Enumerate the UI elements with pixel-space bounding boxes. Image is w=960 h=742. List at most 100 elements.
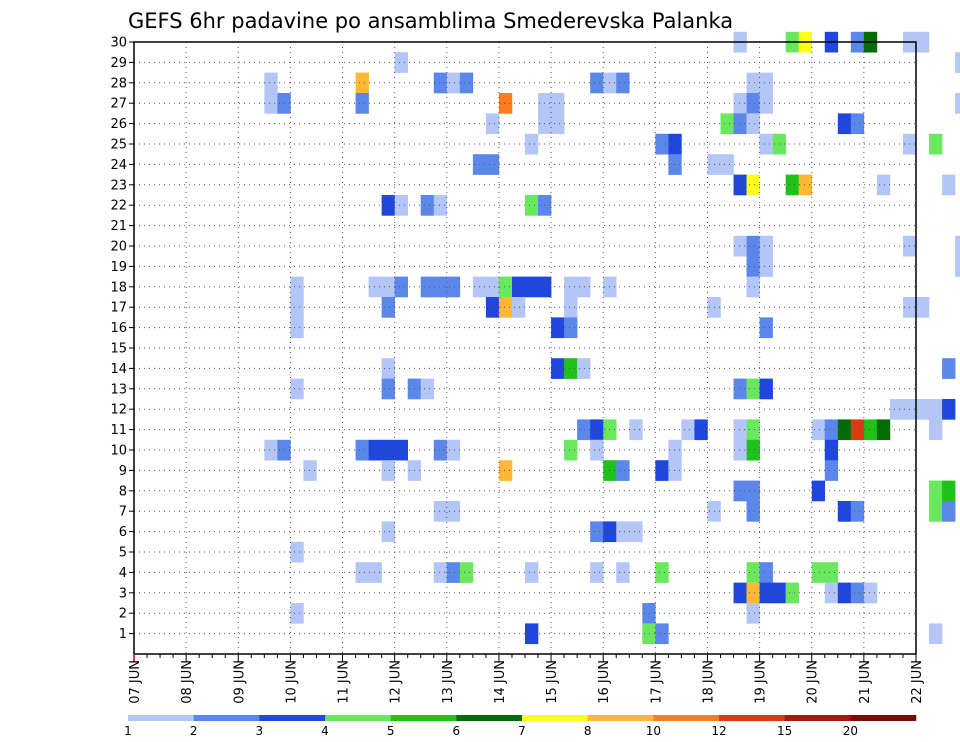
heatmap-cell	[290, 276, 304, 298]
y-tick-label: 28	[110, 76, 127, 91]
heatmap-cell	[746, 603, 760, 624]
heatmap-cell	[942, 358, 956, 379]
heatmap-cell	[590, 439, 604, 461]
heatmap-cell	[394, 276, 408, 298]
heatmap-cell	[824, 460, 839, 481]
heatmap-cell	[929, 623, 943, 645]
heatmap-cell	[733, 419, 747, 441]
y-tick-label: 4	[119, 566, 127, 581]
colorbar-label: 2	[190, 724, 198, 738]
heatmap-cell	[485, 276, 500, 298]
heatmap-cell	[420, 378, 435, 400]
y-tick-label: 20	[110, 240, 127, 255]
heatmap-cell	[720, 154, 734, 175]
colorbar-swatch	[325, 715, 391, 721]
heatmap-cell	[720, 113, 734, 135]
heatmap-cell	[759, 133, 773, 155]
heatmap-cell	[746, 582, 760, 604]
heatmap-cell	[355, 93, 369, 114]
heatmap-cell	[446, 501, 461, 522]
heatmap-cell	[616, 521, 630, 543]
y-tick-label: 9	[119, 464, 127, 479]
heatmap-cell	[420, 195, 435, 216]
x-tick-label: 15 JUN	[545, 660, 560, 704]
heatmap-cell	[733, 439, 747, 461]
colorbar-swatch	[784, 715, 851, 721]
heatmap-cell	[955, 93, 960, 114]
heatmap-cell	[433, 439, 448, 461]
y-tick-label: 17	[110, 301, 127, 316]
x-tick-label: 13 JUN	[441, 660, 456, 704]
heatmap-cell	[498, 93, 513, 114]
y-tick-label: 27	[110, 97, 127, 112]
heatmap-cell	[642, 623, 656, 645]
heatmap-cell	[733, 378, 747, 400]
colorbar-swatch	[522, 715, 588, 721]
heatmap-cell	[290, 378, 304, 400]
heatmap-cell	[733, 582, 747, 604]
heatmap-cell	[642, 603, 656, 624]
heatmap-cell	[446, 276, 461, 298]
y-tick-label: 3	[119, 586, 127, 601]
heatmap-cell	[590, 419, 604, 441]
heatmap-cell	[811, 562, 826, 583]
heatmap-cell	[876, 174, 891, 196]
heatmap-cell	[525, 276, 539, 298]
x-tick-label: 17 JUN	[649, 660, 664, 704]
heatmap-cell	[290, 297, 304, 318]
heatmap-cell	[655, 562, 669, 583]
heatmap-cell	[746, 378, 760, 400]
heatmap-cell	[850, 113, 865, 135]
heatmap-cell	[733, 93, 747, 114]
colorbar-label: 15	[777, 724, 792, 738]
heatmap-cell	[394, 195, 408, 216]
heatmap-cell	[485, 297, 500, 318]
heatmap-cell	[824, 562, 839, 583]
heatmap-cell	[551, 358, 565, 379]
y-tick-label: 12	[110, 403, 127, 418]
heatmap-cell	[564, 276, 578, 298]
y-tick-label: 7	[119, 505, 127, 520]
colorbar-label: 5	[387, 724, 395, 738]
heatmap-cell	[525, 195, 539, 216]
heatmap-cell	[564, 358, 578, 379]
heatmap-cell	[577, 358, 591, 379]
colorbar-label: 4	[321, 724, 329, 738]
y-tick-label: 23	[110, 178, 127, 193]
heatmap-cell	[564, 297, 578, 318]
heatmap-cell	[511, 276, 526, 298]
heatmap-cell	[929, 133, 943, 155]
colorbar-swatch	[128, 715, 194, 721]
heatmap-cell	[264, 439, 278, 461]
heatmap-cell	[955, 52, 960, 73]
heatmap-cell	[616, 72, 630, 94]
x-tick-label: 10 JUN	[284, 660, 299, 704]
heatmap-cell	[446, 72, 461, 94]
heatmap-cell	[942, 399, 956, 420]
heatmap-cell	[863, 582, 878, 604]
y-tick-label: 11	[110, 423, 127, 438]
heatmap-cell	[446, 439, 461, 461]
heatmap-cell	[525, 133, 539, 155]
heatmap-cell	[564, 439, 578, 461]
colorbar-label: 8	[584, 724, 592, 738]
heatmap-cell	[355, 562, 369, 583]
y-tick-label: 22	[110, 199, 127, 214]
heatmap-cell	[381, 297, 395, 318]
heatmap-cell	[746, 256, 760, 277]
heatmap-cell	[577, 419, 591, 441]
heatmap-cell	[381, 439, 395, 461]
heatmap-cell	[381, 521, 395, 543]
x-tick-label: 20 JUN	[806, 660, 821, 704]
x-tick-label: 18 JUN	[701, 660, 716, 704]
heatmap-cell	[785, 582, 799, 604]
heatmap-cell	[929, 501, 943, 522]
x-tick-label: 07 JUN	[128, 660, 143, 704]
y-tick-label: 21	[110, 219, 127, 234]
heatmap-cell	[498, 460, 513, 481]
heatmap-cell	[746, 562, 760, 583]
colorbar-label: 6	[453, 724, 461, 738]
colorbar-swatch	[390, 715, 457, 721]
heatmap-cell	[564, 317, 578, 339]
colorbar-swatch	[850, 715, 917, 721]
